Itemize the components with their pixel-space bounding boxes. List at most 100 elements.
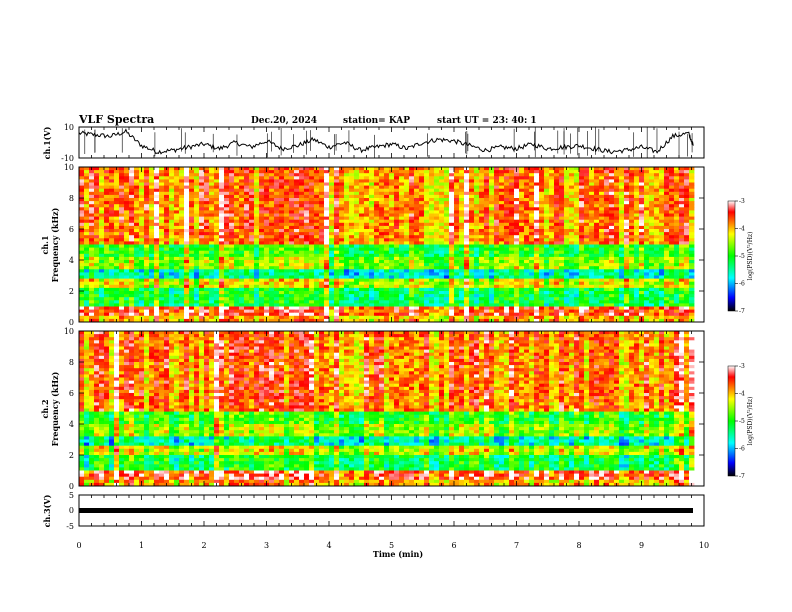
spectrogram-cell — [379, 194, 385, 199]
spectrogram-cell — [529, 185, 535, 190]
spectrogram-cell — [609, 278, 615, 283]
spectrogram-cell — [579, 210, 585, 214]
spectrogram-cell — [419, 253, 425, 258]
spectrogram-cell — [244, 185, 250, 190]
spectrogram-cell — [489, 250, 495, 255]
spectrogram-cell — [139, 182, 145, 186]
spectrogram-cell — [619, 222, 625, 227]
spectrogram-cell — [529, 213, 535, 217]
spectrogram-cell — [149, 229, 155, 233]
spectrogram-cell — [414, 207, 420, 211]
spectrogram-cell — [244, 241, 250, 245]
spectrogram-cell — [404, 216, 410, 221]
spectrogram-cell — [454, 222, 460, 227]
spectrogram-cell — [524, 207, 530, 211]
spectrogram-cell — [214, 256, 220, 261]
spectrogram-cell — [454, 179, 460, 183]
spectrogram-cell — [689, 238, 695, 242]
spectrogram-cell — [99, 291, 105, 295]
spectrogram-cell — [564, 173, 570, 177]
spectrogram-cell — [499, 256, 505, 261]
spectrogram-cell — [534, 256, 540, 261]
spectrogram-cell — [654, 232, 660, 236]
spectrogram-cell — [184, 188, 190, 193]
spectrogram-cell — [274, 216, 280, 221]
spectrogram-cell — [304, 185, 310, 190]
spectrogram-cell — [574, 222, 580, 227]
spectrogram-cell — [454, 266, 460, 270]
spectrogram-cell — [319, 247, 325, 252]
spectrogram-cell — [214, 272, 220, 276]
spectrogram-cell — [159, 291, 165, 295]
spectrogram-cell — [119, 278, 125, 283]
spectrogram-cell — [249, 207, 255, 211]
spectrogram-cell — [614, 170, 620, 174]
spectrogram-cell — [414, 269, 420, 273]
spectrogram-cell — [639, 216, 645, 221]
spectrogram-cell — [344, 216, 350, 221]
spectrogram-cell — [354, 260, 360, 264]
spectrogram-cell — [244, 204, 250, 208]
spectrogram-cell — [584, 219, 590, 224]
spectrogram-cell — [159, 266, 165, 270]
spectrogram-cell — [514, 222, 520, 227]
spectrogram-cell — [284, 210, 290, 214]
spectrogram-cell — [354, 269, 360, 273]
spectrogram-cell — [319, 225, 325, 230]
spectrogram-cell — [559, 263, 565, 267]
spectrogram-cell — [329, 278, 335, 283]
spectrogram-cell — [589, 284, 595, 289]
spectrogram-cell — [139, 201, 145, 205]
spectrogram-cell — [659, 173, 665, 177]
spectrogram-cell — [119, 241, 125, 245]
spectrogram-cell — [459, 241, 465, 245]
spectrogram-cell — [639, 247, 645, 252]
spectrogram-cell — [534, 281, 540, 286]
spectrogram-cell — [419, 238, 425, 242]
spectrogram-cell — [379, 188, 385, 193]
spectrogram-cell — [124, 253, 130, 258]
spectrogram-cell — [409, 210, 415, 214]
spectrogram-cell — [154, 185, 160, 190]
spectrogram-cell — [684, 213, 690, 217]
spectrogram-cell — [474, 179, 480, 183]
spectrogram-cell — [419, 244, 425, 248]
spectrogram-cell — [189, 213, 195, 217]
spectrogram-cell — [374, 235, 380, 239]
spectrogram-cell — [219, 176, 225, 180]
spectrogram-cell — [379, 173, 385, 177]
spectrogram-cell — [449, 194, 455, 199]
spectrogram-cell — [184, 244, 190, 248]
spectrogram-cell — [394, 185, 400, 190]
spectrogram-cell — [484, 213, 490, 217]
spectrogram-cell — [109, 191, 115, 196]
spectrogram-cell — [289, 272, 295, 276]
spectrogram-cell — [264, 238, 270, 242]
spectrogram-cell — [399, 229, 405, 233]
spectrogram-cell — [484, 232, 490, 236]
spectrogram-cell — [474, 256, 480, 261]
spectrogram-cell — [114, 275, 120, 279]
spectrogram-cell — [304, 194, 310, 199]
spectrogram-cell — [239, 182, 245, 186]
spectrogram-cell — [139, 235, 145, 239]
spectrogram-cell — [344, 182, 350, 186]
spectrogram-cell — [199, 241, 205, 245]
spectrogram-cell — [594, 232, 600, 236]
spectrogram-cell — [214, 188, 220, 193]
spectrogram-cell — [349, 185, 355, 190]
spectrogram-cell — [154, 182, 160, 186]
spectrogram-cell — [514, 287, 520, 292]
spectrogram-cell — [324, 198, 330, 202]
spectrogram-cell — [79, 219, 85, 224]
spectrogram-cell — [414, 216, 420, 221]
spectrogram-cell — [529, 188, 535, 193]
spectrogram-cell — [199, 182, 205, 186]
ch1-waveform-ylabel: ch.1(V) — [42, 126, 52, 159]
spectrogram-cell — [304, 250, 310, 255]
spectrogram-cell — [269, 284, 275, 289]
spectrogram-cell — [129, 225, 135, 230]
spectrogram-cell — [584, 225, 590, 230]
spectrogram-cell — [234, 201, 240, 205]
spectrogram-cell — [154, 229, 160, 233]
